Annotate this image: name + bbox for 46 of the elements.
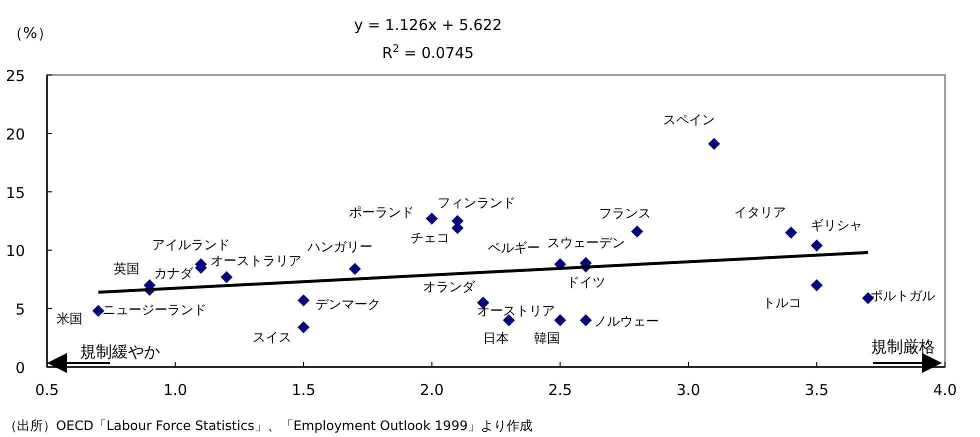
annotation: オランダ (423, 280, 476, 295)
x-tick-label: 3.5 (804, 381, 829, 399)
annotation: デンマーク (316, 297, 381, 312)
annotation: 日本 (482, 331, 509, 346)
annotation: 英国 (114, 262, 140, 278)
annotation: フランス (599, 206, 652, 222)
annotation: ドイツ (566, 276, 606, 291)
y-tick-label: 25 (6, 67, 25, 85)
annotation: 韓国 (534, 331, 560, 346)
annotation: 米国 (56, 312, 82, 327)
y-axis-title: （%） (8, 24, 52, 42)
annotation: カナダ (154, 266, 194, 282)
annotation: 規制緩やか (80, 342, 160, 361)
annotation: ベルギー (488, 241, 540, 256)
annotation: ニュージーランド (102, 302, 207, 318)
annotation: 規制厳格 (871, 337, 935, 356)
annotation: スウェーデン (546, 236, 625, 252)
x-tick-label: 2.5 (548, 381, 572, 399)
annotation: オーストラリア (210, 254, 302, 270)
y-tick-label: 10 (6, 242, 25, 260)
y-tick-label: 5 (15, 300, 25, 319)
annotation: オーストリア (477, 304, 556, 319)
annotation: ギリシャ (810, 218, 863, 234)
x-tick-label: 1.0 (163, 381, 188, 399)
x-tick-label: 3.0 (676, 381, 700, 399)
annotation: アイルランド (152, 238, 230, 254)
text: R$^{2}$ = 0.0745 (382, 43, 474, 62)
x-tick-label: 4.0 (933, 381, 957, 399)
x-tick-label: 0.5 (35, 381, 59, 399)
x-tick-label: 1.5 (292, 381, 316, 399)
annotation: ポルトガル (870, 289, 936, 304)
annotation: イタリア (734, 206, 786, 221)
annotation: スイス (252, 330, 292, 346)
annotation: ハンガリー (306, 240, 372, 255)
annotation: ポーランド (348, 206, 414, 221)
annotation: スペイン (663, 112, 716, 128)
x-tick-label: 2.0 (420, 381, 444, 399)
annotation: トルコ (762, 296, 802, 312)
annotation: チェコ (410, 231, 450, 246)
text: y = 1.126x + 5.622 (354, 16, 502, 34)
y-tick-label: 15 (6, 184, 25, 202)
y-tick-label: 20 (6, 125, 25, 144)
annotation: ノルウェー (594, 314, 659, 330)
y-tick-label: 0 (15, 359, 25, 377)
text: （出所）OECD「Labour Force Statistics」、「Employment Outlook 1999」より作成 (4, 419, 533, 434)
annotation: フィンランド (438, 196, 516, 211)
